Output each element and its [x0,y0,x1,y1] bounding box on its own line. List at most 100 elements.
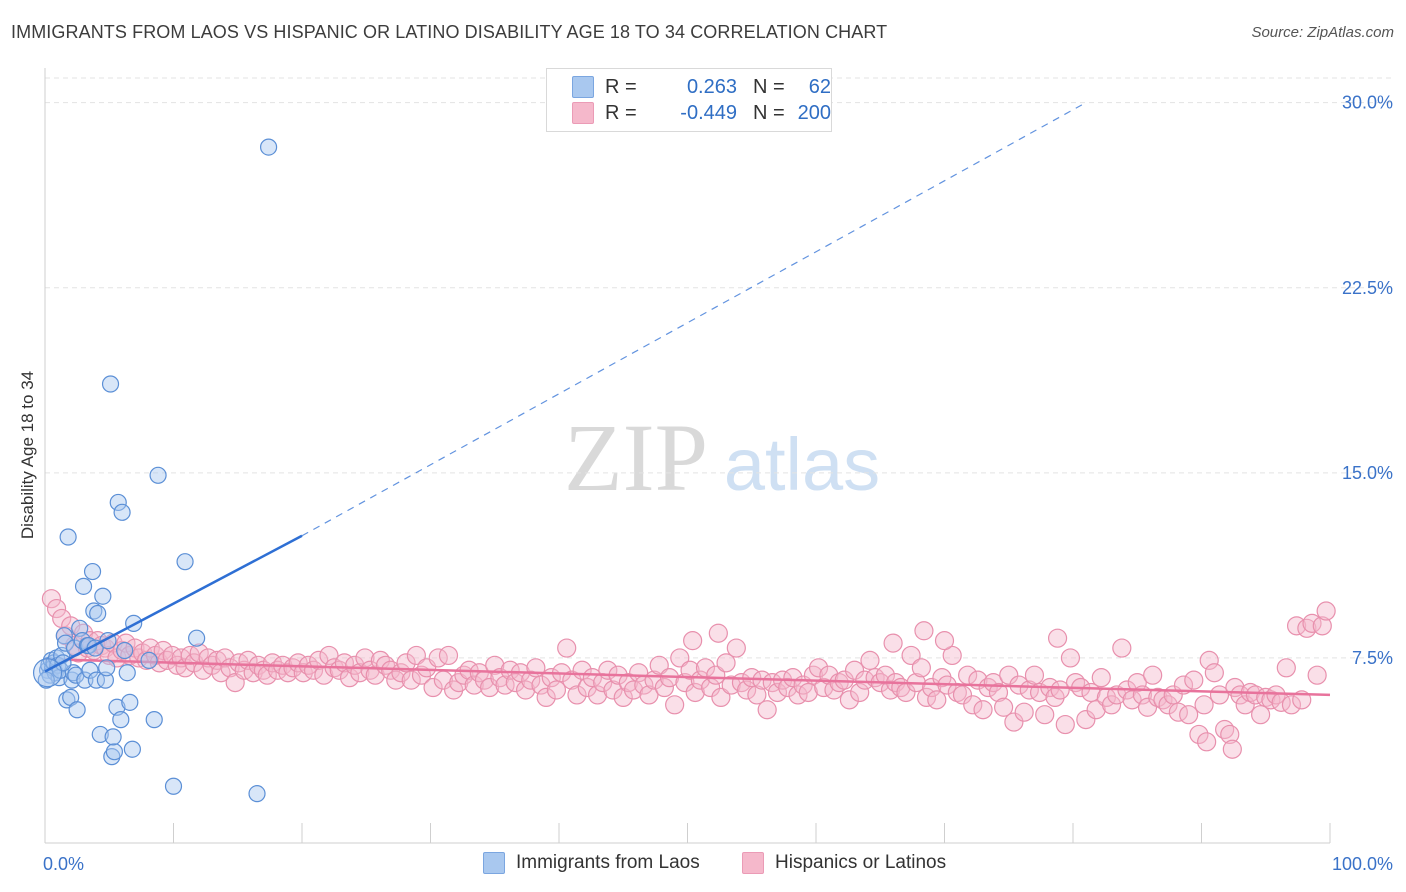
hispanic-point [1091,668,1111,688]
bottom-legend-laos: Immigrants from Laos [483,852,700,874]
hispanic-point [1204,663,1224,683]
hispanic-point [983,672,1003,693]
hispanic-point [778,677,798,698]
hispanic-trend-line [44,657,1331,697]
hispanic-point [423,677,443,698]
hispanic-point [215,648,235,668]
hispanic-point [557,638,577,658]
y-tick-label: 30.0% [1342,93,1393,113]
hispanic-point [680,660,700,680]
hispanic-point [1127,672,1147,693]
hispanic-point [41,589,62,609]
hispanic-point [406,645,426,666]
legend-r-label: R = [605,101,637,124]
hispanic-point [480,677,500,698]
hispanic-point [1101,695,1122,715]
hispanic-point [531,675,551,695]
legend-r-label: R = [605,75,637,98]
hispanic-point [1112,638,1132,658]
hispanic-point [1004,712,1024,732]
legend-r-value: -0.449 [680,101,737,124]
hispanic-point [629,663,649,683]
laos-point [96,671,114,689]
hispanic-point [464,675,484,695]
laos-point [188,629,206,647]
hispanic-point [1086,700,1106,720]
hispanic-point [927,690,947,710]
laos-point [91,725,109,744]
laos-point [149,466,167,484]
laos-point [118,664,136,682]
laos-point [105,743,123,761]
laos-point [101,375,120,393]
bottom-legend-swatch-pink [742,852,764,874]
laos-point [248,785,266,803]
chart-title: IMMIGRANTS FROM LAOS VS HISPANIC OR LATI… [11,22,888,42]
laos-point [123,740,141,758]
laos-point [74,577,93,595]
correlation-legend: R = 0.263 N = 62 R = -0.449 N = 200 [546,68,832,132]
laos-point [87,671,106,689]
laos-point [59,528,77,546]
laos-point [109,493,127,512]
hispanic-point [1107,685,1127,705]
legend-n-label: N = [753,75,785,98]
hispanic-point [1316,601,1336,621]
laos-point [113,503,131,521]
hispanic-point [546,680,567,700]
hispanic-point [767,682,788,703]
hispanic-point [708,623,728,643]
laos-point [81,661,99,679]
legend-n-value: 200 [797,101,831,124]
hispanic-point [521,670,541,690]
hispanic-point [1197,732,1217,752]
hispanic-point [901,645,921,666]
hispanic-point [587,685,608,705]
laos-point [104,728,122,746]
hispanic-point [994,697,1014,717]
laos-trend-extension [301,102,1087,537]
hispanic-point [654,677,674,698]
laos-point [56,634,75,652]
hispanic-point [1235,695,1255,715]
hispanic-point [603,680,623,700]
hispanic-point [623,680,644,700]
laos-point [176,553,194,571]
hispanic-point [942,645,962,666]
hispanic-point [536,687,556,708]
legend-swatch-blue [572,76,594,98]
bottom-legend-label-laos: Immigrants from Laos [516,852,700,873]
laos-point [103,748,121,766]
hispanic-point [562,670,582,690]
hispanic-point [716,653,736,673]
hispanic-point [577,677,597,698]
hispanic-point [1251,705,1271,725]
hispanic-point [726,638,746,658]
hispanic-point [1137,697,1158,717]
hispanic-point [1122,690,1142,710]
hispanic-point [914,621,934,641]
hispanic-point [798,682,818,703]
legend-swatch-pink [572,102,594,124]
hispanic-point [934,631,955,651]
hispanic-point [309,650,329,670]
hispanic-point [1184,670,1204,690]
hispanic-point [973,700,993,720]
hispanic-point [665,695,685,715]
hispanic-point [685,682,705,703]
laos-point [116,641,134,660]
laos-point [140,651,158,669]
laos-point [164,777,183,795]
hispanic-point [911,658,931,678]
bottom-legend-swatch-blue [483,852,505,874]
hispanic-point [1222,739,1242,759]
hispanic-point [757,700,777,720]
legend-n-label: N = [753,101,785,124]
hispanic-point [639,685,659,705]
watermark-zip: ZIP [564,404,708,511]
hispanic-point [401,670,421,690]
laos-point-cluster [32,658,63,688]
hispanic-point [1148,687,1168,708]
hispanic-point [1189,724,1209,745]
